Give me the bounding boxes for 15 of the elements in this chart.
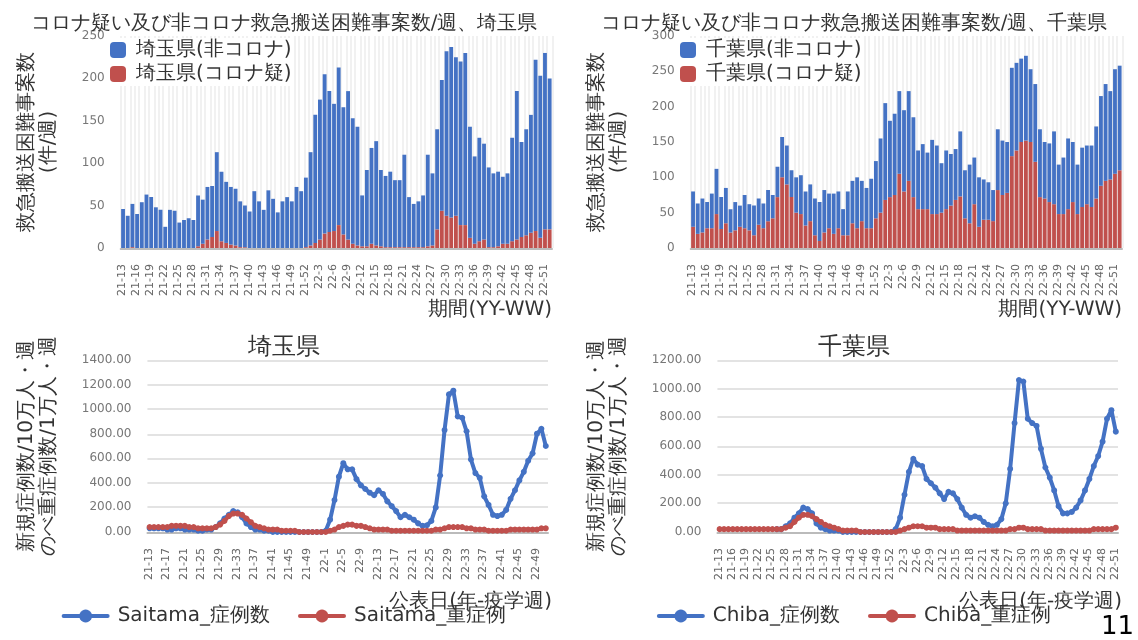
chart-title: 千葉県 (818, 332, 890, 360)
y-axis-title: 救急搬送困難事案数(件/週) (14, 52, 60, 234)
legend-label: 千葉県(コロナ疑) (706, 61, 862, 85)
legend-label: Saitama_症例数 (117, 603, 270, 627)
chart-title: 埼玉県 (246, 332, 320, 360)
y-axis-title: 新規症例数/10万人・週のべ重症例数/1万人・週 (584, 336, 630, 556)
legend-label: 埼玉県(コロナ疑) (134, 61, 292, 85)
legend-label: 千葉県(非コロナ) (706, 37, 862, 61)
y-axis-title: 救急搬送困難事案数(件/週) (584, 52, 630, 234)
x-axis-title: 期間(YY-WW) (998, 297, 1123, 321)
x-axis-title: 期間(YY-WW) (428, 297, 553, 321)
legend-label: 埼玉県(非コロナ) (134, 37, 292, 61)
text: 11 (1100, 612, 1135, 640)
legend-label: Chiba_症例数 (712, 603, 841, 627)
y-axis-title: 新規症例数/10万人・週のべ重症例数/1万人・週 (14, 336, 60, 556)
